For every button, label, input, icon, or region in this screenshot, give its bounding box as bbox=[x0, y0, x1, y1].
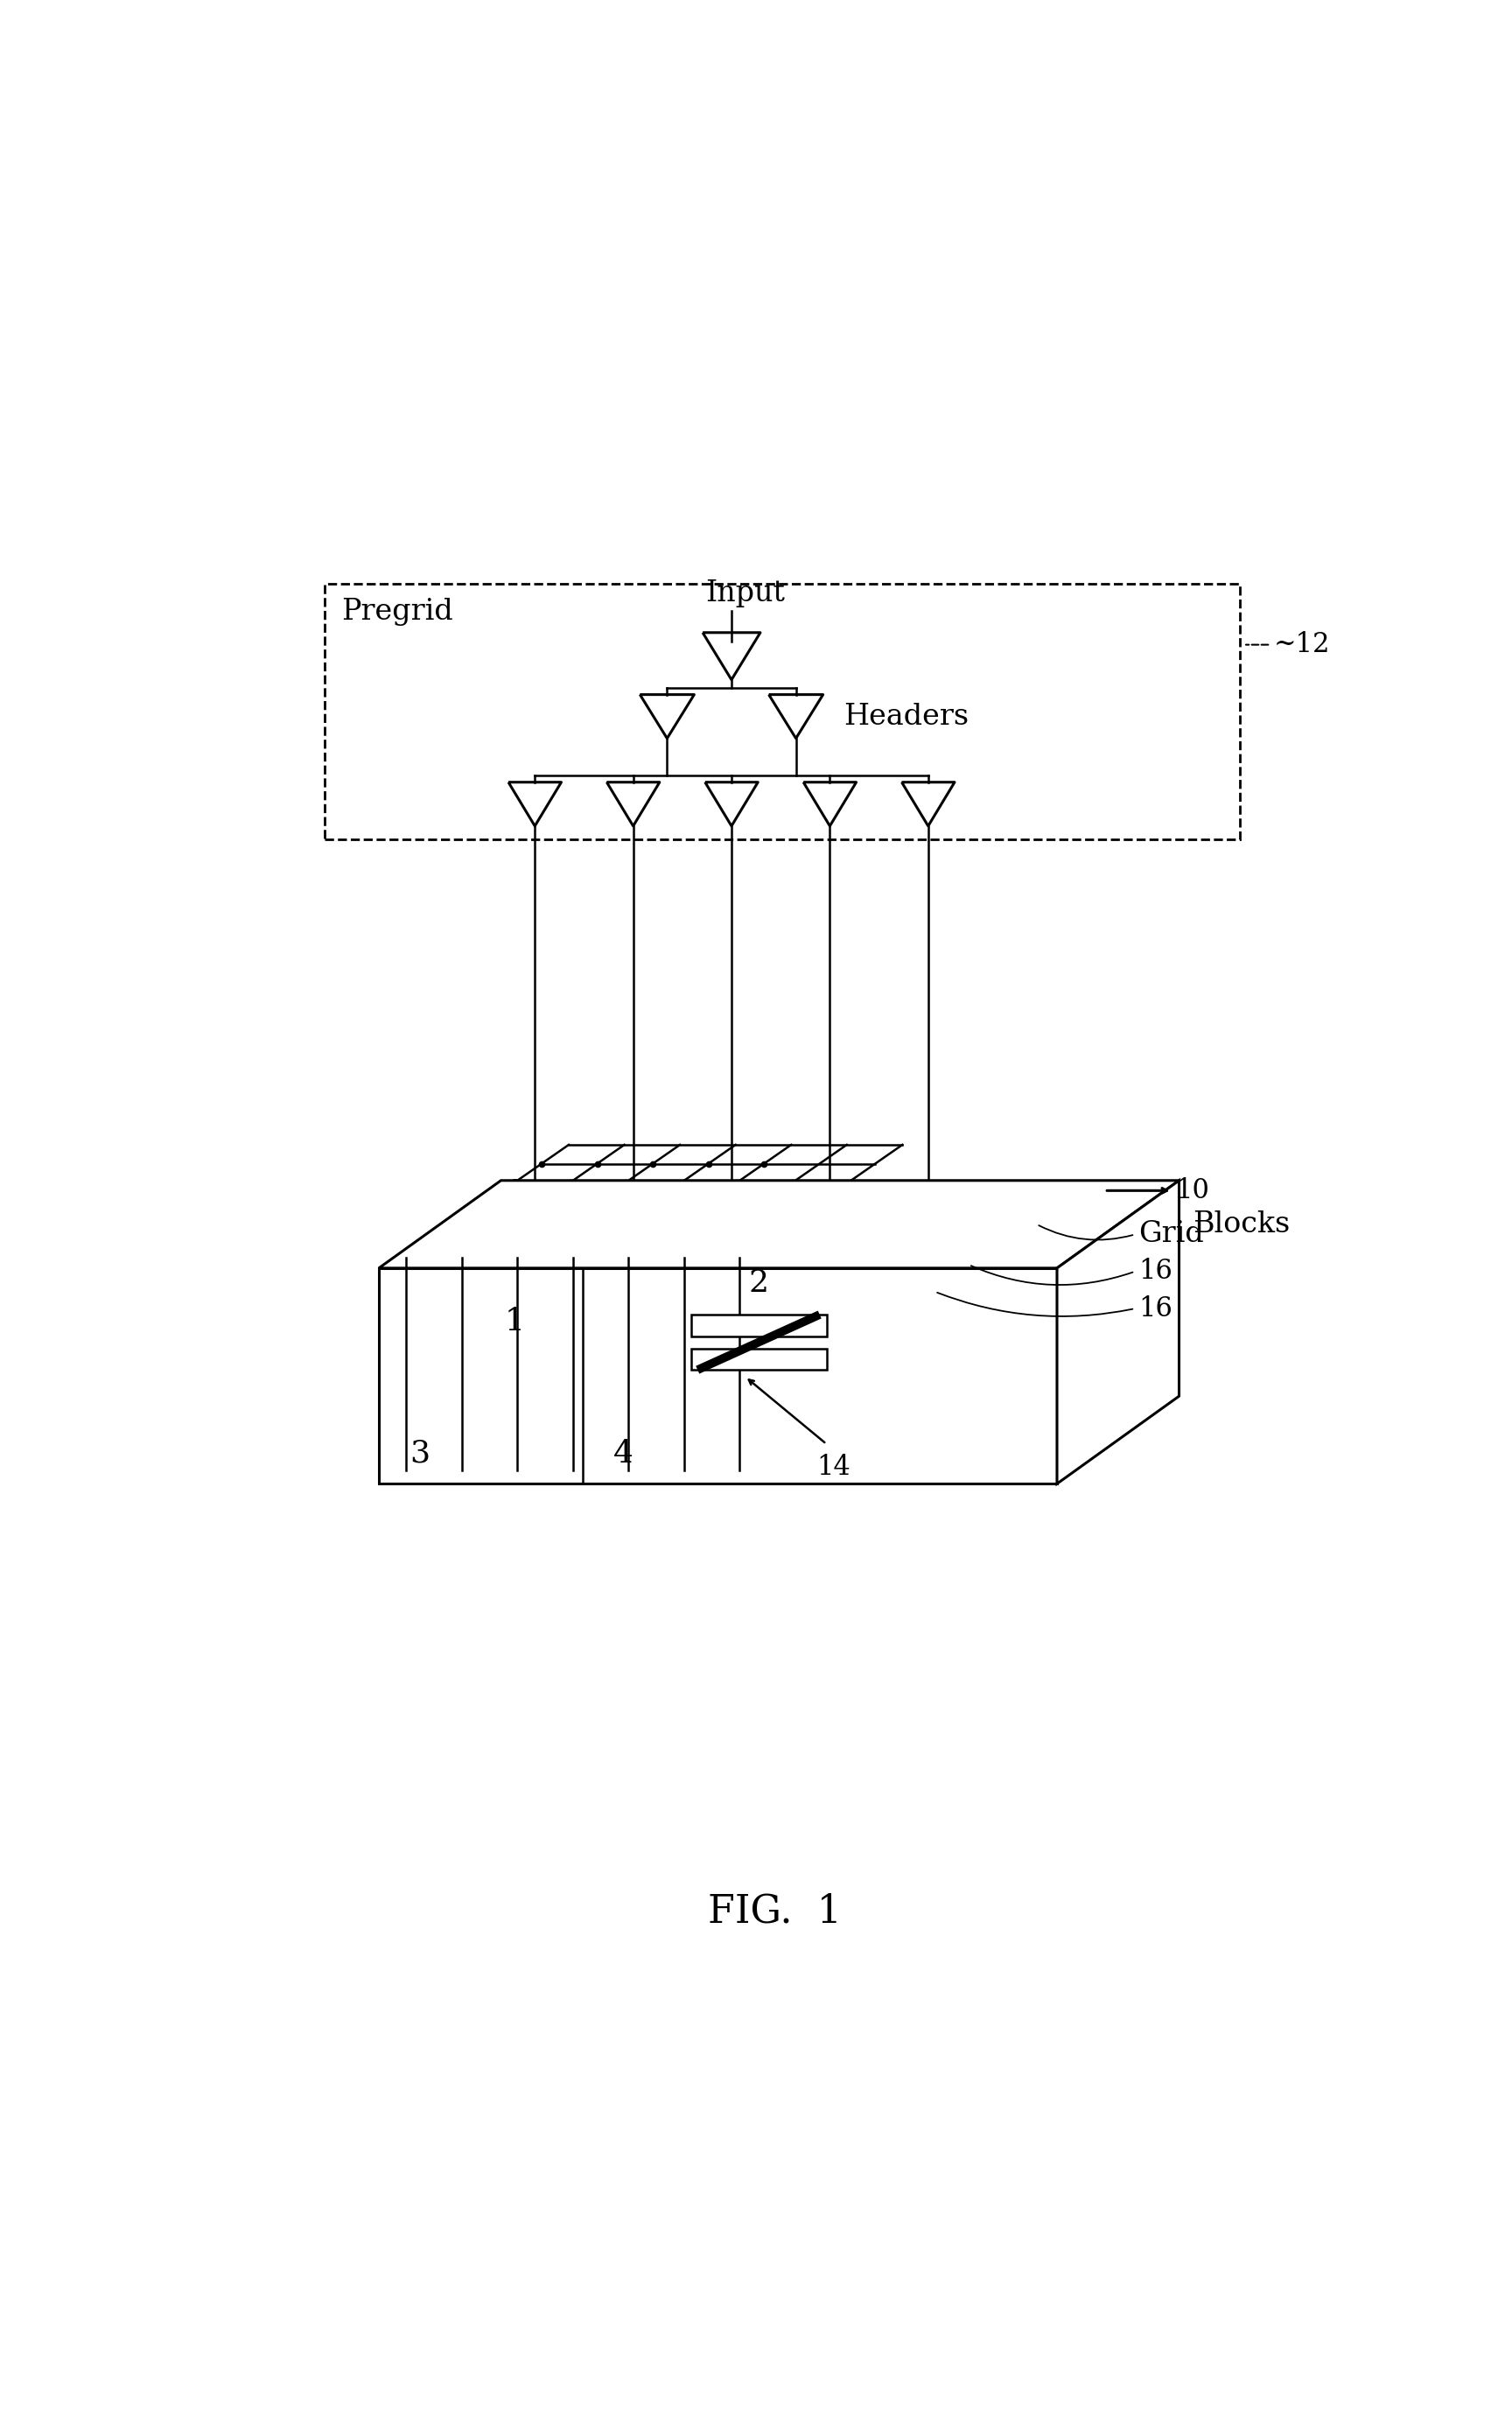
Text: ~12: ~12 bbox=[1275, 632, 1331, 659]
Text: 14: 14 bbox=[816, 1455, 850, 1482]
Bar bbox=[691, 1349, 827, 1371]
Text: Pregrid: Pregrid bbox=[342, 598, 454, 625]
Text: 2: 2 bbox=[748, 1267, 768, 1298]
Text: 1: 1 bbox=[505, 1308, 525, 1337]
Text: Input: Input bbox=[705, 579, 785, 608]
Text: 10: 10 bbox=[1176, 1178, 1210, 1204]
Text: Headers: Headers bbox=[844, 702, 969, 731]
Text: Grid: Grid bbox=[1139, 1221, 1204, 1248]
Text: 3: 3 bbox=[410, 1438, 429, 1467]
Polygon shape bbox=[380, 1180, 1179, 1269]
Text: 16: 16 bbox=[1139, 1296, 1172, 1322]
Text: 16: 16 bbox=[1139, 1257, 1172, 1286]
Text: FIG.  1: FIG. 1 bbox=[708, 1892, 842, 1930]
Polygon shape bbox=[1057, 1180, 1179, 1484]
Text: 4: 4 bbox=[612, 1438, 634, 1467]
Bar bbox=[691, 1315, 827, 1337]
Bar bbox=[380, 1269, 1057, 1484]
Text: Blocks: Blocks bbox=[1193, 1211, 1290, 1238]
